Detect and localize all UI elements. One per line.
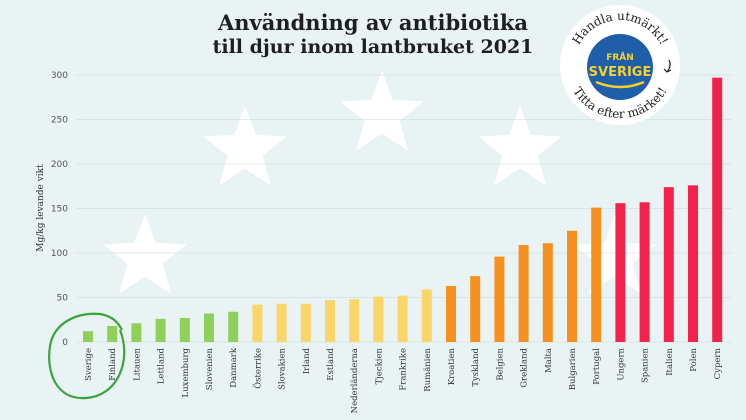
y-tick-label: 0 (62, 338, 68, 348)
x-tick-label: Estland (326, 347, 336, 380)
y-tick-label: 200 (51, 160, 68, 170)
chart-subtitle: till djur inom lantbruket 2021 (212, 36, 534, 58)
bar (470, 276, 481, 342)
highlight-circle-stroke (48, 312, 126, 400)
y-tick-label: 250 (51, 116, 68, 126)
bar (567, 230, 577, 342)
bar (131, 323, 142, 342)
star-decoration (478, 106, 562, 186)
x-tick-label: Spanien (641, 347, 651, 383)
x-tick-label: Österrike (251, 348, 263, 389)
bar (252, 304, 263, 342)
x-tick-label: Malta (544, 348, 554, 373)
bar (179, 317, 190, 342)
bar (300, 303, 311, 342)
x-tick-label: Portugal (592, 348, 602, 385)
star-decoration (573, 214, 657, 294)
bar (591, 207, 602, 342)
star-decoration (340, 71, 424, 151)
bar (615, 203, 626, 342)
bar (107, 325, 118, 342)
y-axis-label: Mg/kg levande vikt (36, 164, 46, 252)
x-tick-label: Irland (302, 347, 312, 374)
chart-title: Användning av antibiotika (217, 10, 528, 35)
x-tick-label: Frankrike (399, 348, 409, 391)
bar (542, 243, 553, 342)
bar (446, 285, 456, 342)
x-tick-label: Bulgarien (568, 347, 578, 390)
bar (494, 256, 505, 342)
bar (228, 311, 239, 342)
x-tick-label: Polen (689, 347, 699, 371)
y-axis-ticks: 0 50 100 150 200 250 300 (51, 71, 68, 348)
y-tick-label: 150 (51, 205, 68, 215)
y-tick-label: 50 (57, 294, 69, 304)
x-tick-label: Lettland (157, 347, 167, 384)
star-decoration (103, 214, 187, 294)
bar (639, 202, 650, 342)
bar (204, 313, 214, 342)
bar (518, 244, 529, 342)
bar (349, 299, 360, 342)
y-tick-label: 100 (51, 249, 68, 259)
x-tick-label: Slovakien (278, 347, 288, 389)
x-tick-label: Kroatien (447, 347, 457, 385)
x-tick-label: Belgien (495, 347, 505, 380)
decorative-stars (103, 71, 657, 294)
x-axis-ticks: Sverige Finland Litauen Lettland Luxemburg Sl… (84, 347, 723, 413)
x-tick-label: Litauen (132, 347, 142, 380)
star-decoration (203, 106, 287, 186)
x-tick-label: Sverige (84, 348, 94, 381)
bar (373, 296, 384, 342)
bar (325, 300, 335, 342)
x-tick-label: Tjeckien (374, 347, 384, 384)
x-tick-label: Grekland (520, 347, 530, 387)
x-tick-label: Cypern (713, 347, 723, 379)
bar (663, 187, 674, 342)
x-tick-label: Tyskland (471, 347, 481, 386)
y-tick-label: 300 (51, 71, 68, 81)
badge-logo-line1: FRÅN (606, 52, 634, 63)
x-tick-label: Rumänien (423, 347, 433, 391)
bar (688, 185, 698, 342)
x-tick-label: Slovenien (205, 347, 215, 390)
bar (421, 289, 432, 342)
bar (397, 295, 408, 342)
badge-logo-swoosh (595, 80, 645, 89)
bar (83, 331, 93, 342)
fran-sverige-badge: Handla utmärkt! Titta efter märket! FRÅN… (560, 5, 680, 125)
badge-logo-line2: SVERIGE (589, 65, 652, 80)
bar (155, 318, 166, 342)
badge-arrow-icon (663, 59, 672, 73)
x-tick-label: Danmark (229, 347, 239, 388)
x-tick-label: Finland (108, 347, 118, 380)
bars (83, 77, 723, 343)
x-tick-label: Nederländerna (350, 348, 360, 413)
x-tick-label: Luxemburg (181, 347, 191, 397)
bar (712, 77, 723, 343)
x-tick-label: Italien (665, 347, 675, 375)
bar (276, 303, 287, 342)
x-tick-label: Ungern (616, 347, 626, 380)
highlight-circle (48, 312, 126, 400)
